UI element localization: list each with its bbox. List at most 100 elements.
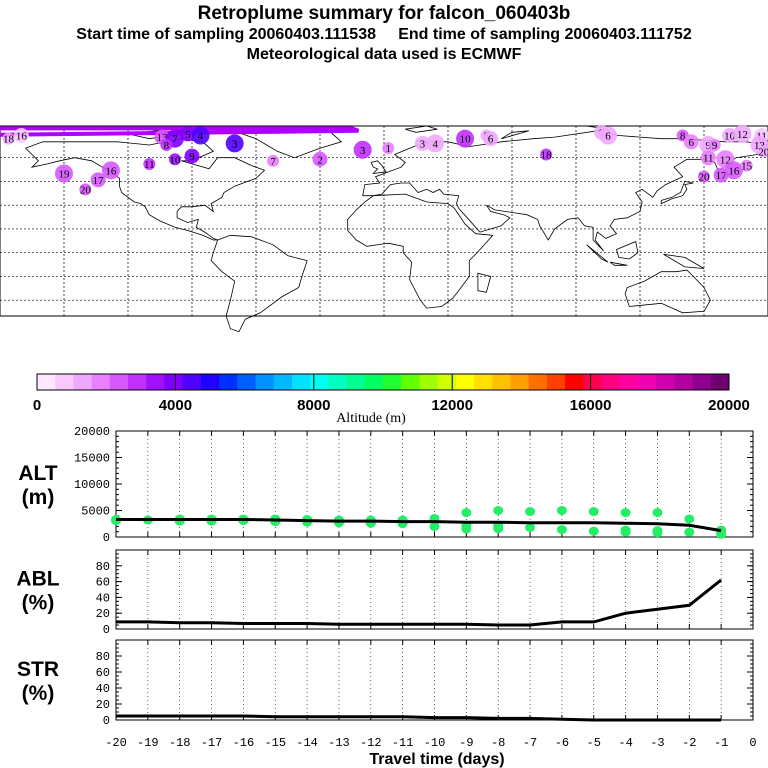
- plume-marker: [101, 161, 120, 180]
- colorbar-cell: [401, 374, 420, 390]
- colorbar-cell: [55, 374, 74, 390]
- plume-marker: [225, 134, 244, 153]
- colorbar-cell: [637, 374, 657, 390]
- plume-label: 9: [189, 151, 195, 163]
- y-tick-label: 10000: [74, 478, 110, 492]
- plume-label: 8: [680, 131, 686, 143]
- y-axis-label-bottom: (%): [22, 592, 55, 615]
- colorbar-cell: [237, 374, 257, 390]
- colorbar-cell: [419, 374, 439, 390]
- plume-marker: [599, 126, 617, 145]
- x-tick-label: -4: [618, 736, 632, 750]
- plume-label: 12: [737, 129, 748, 141]
- coastline: [477, 272, 492, 293]
- scatter-point: [556, 525, 567, 535]
- y-axis-label-top: ALT: [18, 462, 57, 485]
- colorbar-cell: [346, 374, 366, 390]
- coastline: [616, 241, 639, 260]
- colorbar-cell: [510, 374, 530, 390]
- plume-label: 5: [185, 129, 191, 141]
- colorbar-label: Altitude (m): [336, 411, 406, 426]
- plume-label: 10: [169, 154, 181, 166]
- plume-label: 17: [716, 170, 728, 182]
- colorbar-tick-label: 12000: [431, 397, 473, 414]
- colorbar-cell: [656, 374, 675, 390]
- coastline: [586, 244, 609, 263]
- plume-label: 17: [93, 175, 105, 187]
- scatter-point: [525, 522, 536, 532]
- colorbar-cell: [528, 374, 548, 390]
- plume-label: 4: [198, 131, 204, 143]
- x-tick-label: -14: [296, 736, 318, 750]
- colorbar-cell: [565, 374, 584, 390]
- start-time: Start time of sampling 20060403.111538: [76, 26, 376, 43]
- plume-label: 3: [360, 145, 366, 157]
- plume-marker: [312, 151, 328, 167]
- colorbar-cell: [492, 374, 511, 390]
- colorbar-cell: [601, 374, 621, 390]
- scatter-point: [588, 526, 599, 536]
- coastline: [210, 234, 308, 333]
- plume-marker: [267, 154, 280, 167]
- scatter-point: [397, 515, 408, 525]
- y-tick-label: 20: [96, 698, 110, 712]
- colorbar-cell: [474, 374, 493, 390]
- plume-marker: [160, 139, 173, 151]
- panel-alt: 0 5000 10000 15000 20000 ALT(m): [18, 425, 754, 545]
- colorbar-cell: [383, 374, 402, 390]
- colorbar-cell: [328, 374, 348, 390]
- colorbar-cell: [109, 374, 129, 390]
- y-axis-label-top: STR: [17, 658, 59, 681]
- plume-label: 2: [317, 154, 323, 166]
- plume-marker: [184, 148, 200, 164]
- plume-label: 18: [3, 134, 15, 146]
- plume-label: 10: [724, 131, 736, 143]
- plume-label: 16: [728, 165, 740, 177]
- plume-label: 1: [386, 143, 392, 155]
- x-axis-ticks: -20 -19 -18 -17 -16 -15 -14 -13 -12 -11 -10 -9 -8 -7-…: [105, 736, 756, 750]
- x-tick-label: -5: [587, 736, 601, 750]
- plume-marker: [740, 159, 753, 172]
- colorbar-cell: [273, 374, 293, 390]
- x-tick-label: -11: [392, 736, 414, 750]
- colorbar-cell: [128, 374, 147, 390]
- colorbar-cell: [91, 374, 111, 390]
- coastline: [663, 253, 705, 269]
- colorbar-cell: [255, 374, 275, 390]
- plume-label: 10: [460, 134, 472, 146]
- plume-marker: [90, 172, 106, 188]
- coastline: [405, 125, 438, 133]
- plume-marker: [483, 131, 499, 147]
- scatter-point: [556, 506, 567, 515]
- colorbar-cell: [200, 374, 220, 390]
- coastline: [609, 261, 628, 266]
- scatter-point: [620, 525, 631, 535]
- plume-marker: [724, 161, 743, 180]
- colorbar-cell: [146, 374, 165, 390]
- colorbar-cell: [37, 374, 56, 390]
- plume-label: 7: [172, 134, 178, 146]
- colorbar-cell: [546, 374, 566, 390]
- colorbar-cell: [182, 374, 202, 390]
- end-time: End time of sampling 20060403.111752: [398, 26, 692, 43]
- plume-marker: [2, 132, 15, 145]
- plume-label: 4: [432, 138, 438, 150]
- plume-marker: [180, 126, 196, 142]
- scatter-point: [429, 521, 440, 531]
- x-tick-label: -16: [233, 736, 255, 750]
- x-tick-label: -13: [328, 736, 350, 750]
- plume-marker: [698, 170, 710, 183]
- x-tick-label: -18: [169, 736, 191, 750]
- colorbar-tick-label: 16000: [570, 397, 612, 414]
- plume-label: 16: [105, 165, 117, 177]
- plume-marker: [55, 164, 73, 183]
- plume-label: 20: [699, 172, 711, 184]
- x-tick-label: -10: [424, 736, 446, 750]
- y-tick-label: 20: [96, 607, 110, 621]
- y-tick-label: 40: [96, 591, 110, 605]
- plume-marker: [426, 134, 445, 153]
- y-tick-label: 0: [103, 714, 110, 728]
- colorbar-tick-labels: 0 4000 8000 12000 16000 20000: [33, 397, 750, 414]
- x-tick-label: -1: [714, 736, 728, 750]
